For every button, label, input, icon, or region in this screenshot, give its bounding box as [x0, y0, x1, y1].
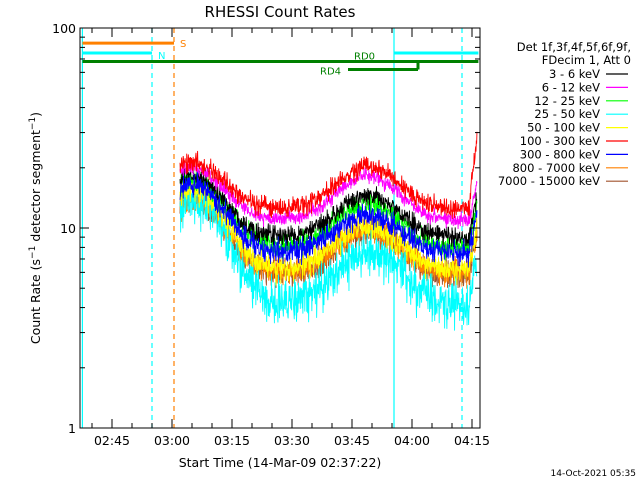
- legend-header-line1: Det 1f,3f,4f,5f,6f,9f,: [517, 40, 631, 54]
- axes: 1 10 100 02:45 03:00 03:15 03:30 03:45 04:00 04:1…: [52, 21, 490, 448]
- night-label: N: [158, 51, 165, 62]
- x-tick-label: 03:15: [214, 433, 250, 448]
- series-line-5: [179, 131, 478, 219]
- legend-label: 800 - 7000 keV: [512, 161, 600, 175]
- legend: Det 1f,3f,4f,5f,6f,9f, FDecim 1, Att 0 3…: [498, 40, 631, 188]
- y-tick-label: 100: [52, 21, 76, 36]
- rd4-label: RD4: [320, 67, 341, 78]
- x-tick-label: 03:30: [274, 433, 310, 448]
- x-axis-label: Start Time (14-Mar-09 02:37:22): [179, 455, 382, 470]
- legend-label: 25 - 50 keV: [534, 107, 600, 121]
- chart-title: RHESSI Count Rates: [205, 3, 356, 21]
- legend-label: 100 - 300 keV: [520, 134, 600, 148]
- legend-label: 300 - 800 keV: [520, 147, 600, 161]
- legend-label: 50 - 100 keV: [527, 121, 600, 135]
- rd0-label: RD0: [354, 51, 375, 62]
- x-tick-label: 03:45: [334, 433, 370, 448]
- legend-label: 3 - 6 keV: [549, 67, 600, 81]
- y-tick-label: 10: [60, 221, 76, 236]
- series-line-6: [179, 169, 478, 268]
- legend-label: 6 - 12 keV: [542, 80, 600, 94]
- y-axis-label: Count Rate (s−1 detector segment−1): [28, 112, 43, 344]
- x-tick-label: 04:15: [454, 433, 490, 448]
- x-tick-label: 04:00: [394, 433, 430, 448]
- plot-area: S N RD0 RD4: [81, 28, 479, 428]
- series-line-3: [179, 169, 478, 331]
- x-tick-label: 02:45: [94, 433, 130, 448]
- footer-timestamp: 14-Oct-2021 05:35: [551, 469, 636, 479]
- legend-header-line2: FDecim 1, Att 0: [542, 53, 631, 67]
- saa-label: S: [180, 39, 186, 50]
- x-tick-label: 03:00: [154, 433, 190, 448]
- y-tick-label: 1: [68, 421, 76, 436]
- legend-label: 12 - 25 keV: [534, 94, 600, 108]
- series-line-4: [179, 178, 478, 286]
- legend-label: 7000 - 15000 keV: [498, 174, 600, 188]
